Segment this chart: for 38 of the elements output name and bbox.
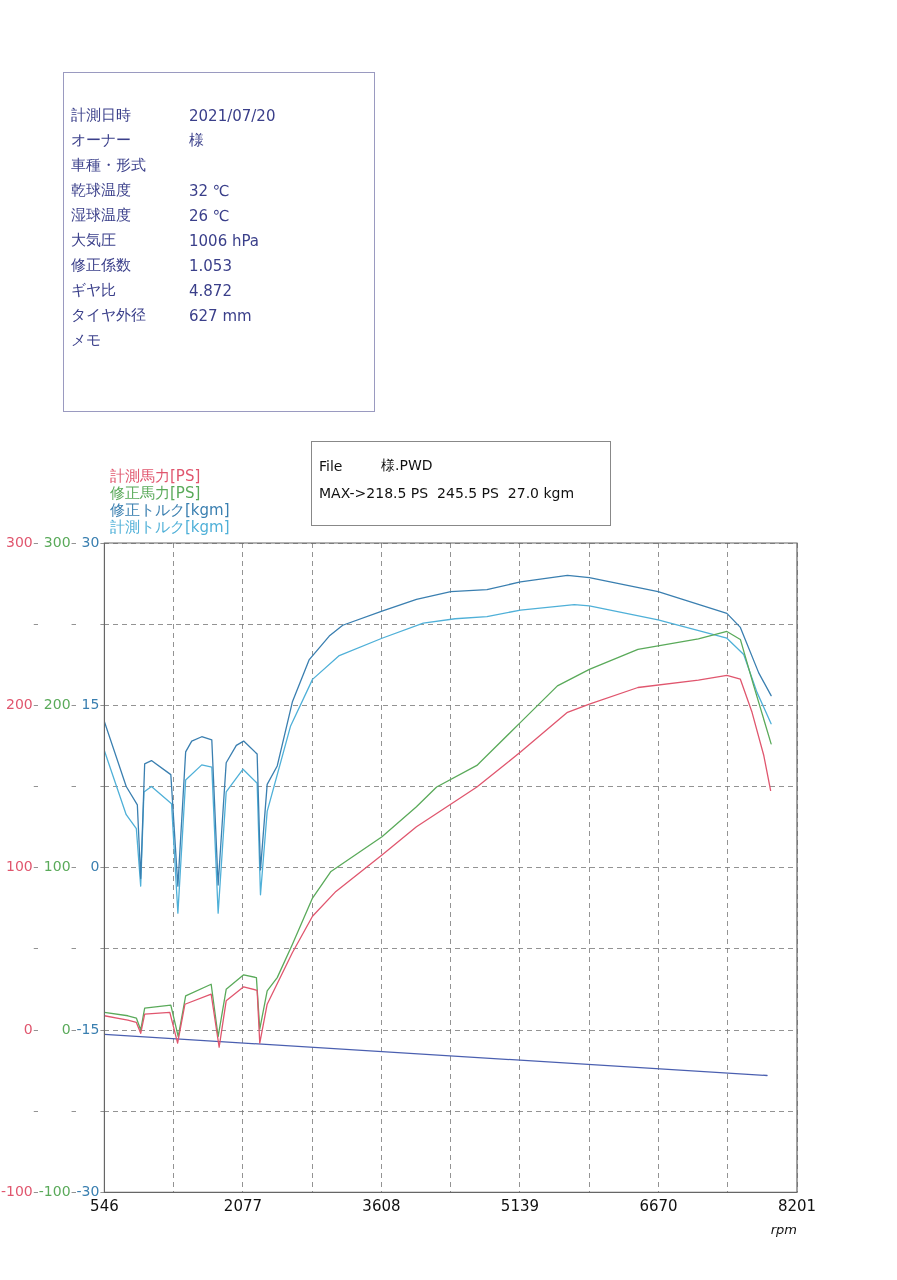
- x-tick-label: 5139: [500, 1197, 540, 1216]
- y-tick-label: 0: [23, 1020, 33, 1037]
- text: ギヤ比 4.872: [71, 281, 232, 300]
- text: 湿球温度 26 ℃: [71, 206, 230, 225]
- y2-tick-label: 0: [61, 1020, 71, 1037]
- y-tick-label: 300: [6, 533, 33, 550]
- y3-tick-label: 30: [81, 533, 100, 550]
- text: 修正係数 1.053: [71, 256, 232, 275]
- y3-tick-label: 0: [90, 858, 100, 875]
- y-tick-label: -100: [0, 1183, 33, 1200]
- x-tick-label: 8201: [777, 1197, 817, 1216]
- text: 計測トルク[kgm]: [110, 518, 230, 536]
- text: 車種・形式: [71, 155, 147, 176]
- y2-tick-label: 100: [43, 858, 71, 875]
- text: メモ: [71, 330, 102, 351]
- text: File 様.PWD: [319, 456, 433, 474]
- text: 計測馬力[PS]: [110, 467, 202, 485]
- text: タイヤ外径 627 mm: [71, 306, 252, 325]
- y3-tick-label: -30: [76, 1183, 100, 1200]
- text: 大気圧 1006 hPa: [71, 231, 260, 250]
- x-tick-label: 6670: [639, 1197, 678, 1216]
- x-tick-label: 546: [90, 1197, 119, 1216]
- y3-tick-label: 15: [81, 695, 100, 712]
- x-tick-label: 2077: [223, 1197, 263, 1216]
- text: 修正馬力[PS]: [110, 484, 202, 502]
- text: 乾球温度 32 ℃: [71, 181, 230, 200]
- text: MAX->218.5 PS 245.5 PS 27.0 kgm: [319, 483, 576, 503]
- text: オーナー 様: [71, 131, 204, 149]
- y-tick-label: 200: [6, 695, 33, 712]
- y2-tick-label: -100: [38, 1183, 71, 1200]
- y3-tick-label: -15: [76, 1020, 100, 1037]
- x-tick-label: 3608: [362, 1197, 401, 1216]
- text: 計測日時 2021/07/20: [71, 106, 276, 125]
- y-tick-label: 100: [6, 858, 33, 875]
- y2-tick-label: 300: [43, 533, 71, 550]
- text: 修正トルク[kgm]: [110, 501, 230, 519]
- y2-tick-label: 200: [43, 695, 71, 712]
- x-axis-title: rpm: [770, 1221, 797, 1237]
